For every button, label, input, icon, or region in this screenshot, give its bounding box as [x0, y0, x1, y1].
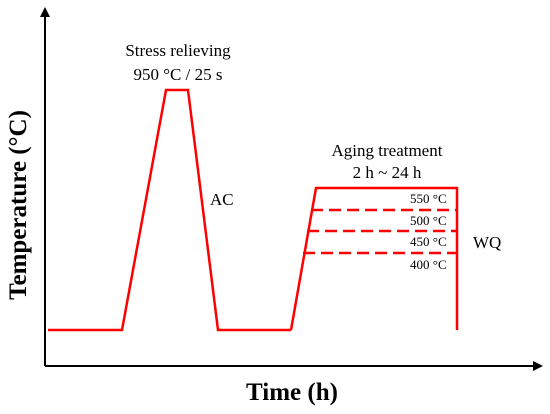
cooling-label-wq: WQ	[473, 233, 501, 252]
stress-relieving-profile	[48, 88, 291, 332]
aging-treatment-title: Aging treatment	[332, 141, 443, 160]
y-axis-label: Temperature (°C)	[5, 110, 32, 300]
aging-level-550-label: 550 °C	[410, 191, 447, 206]
aging-profile	[289, 186, 459, 331]
aging-level-400-label: 400 °C	[410, 257, 447, 272]
aging-level-450-label: 450 °C	[410, 234, 447, 249]
cooling-label-ac: AC	[210, 190, 234, 209]
x-axis-label: Time (h)	[246, 379, 338, 406]
aging-level-500-label: 500 °C	[410, 213, 447, 228]
stress-relieving-params: 950 °C / 25 s	[134, 65, 223, 84]
stress-relieving-title: Stress relieving	[125, 41, 231, 60]
aging-treatment-time: 2 h ~ 24 h	[353, 163, 422, 182]
